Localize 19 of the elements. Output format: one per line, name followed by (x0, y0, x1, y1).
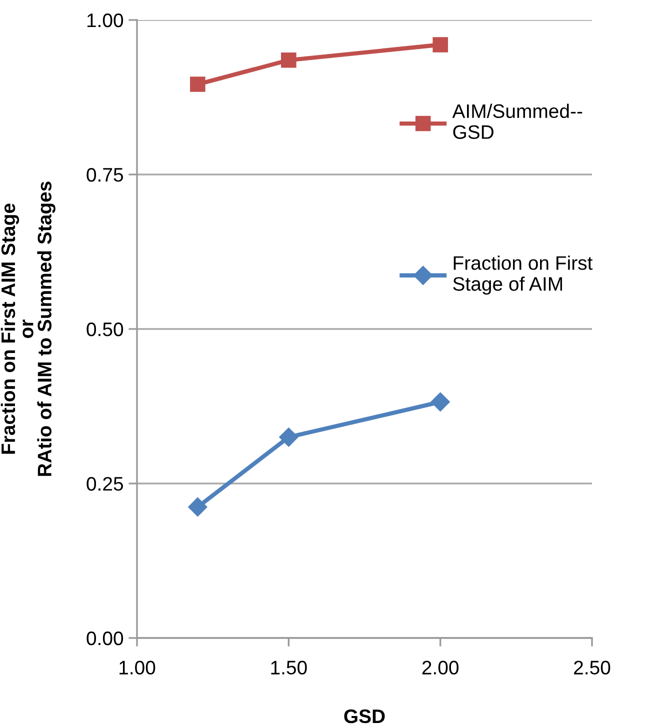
x-tick-label: 2.50 (574, 660, 610, 675)
y-tick-label: 0.00 (86, 631, 124, 646)
legend-label: Fraction on First Stage of AIM (453, 256, 593, 295)
x-tick-label: 1.00 (120, 660, 156, 675)
point (188, 497, 208, 517)
y-tick-label: 0.50 (86, 322, 124, 336)
y-tick-label: 0.75 (86, 168, 123, 182)
legend-label: AIM/Summed-- GSD (452, 104, 582, 139)
x-tick-label: 1.50 (271, 660, 307, 675)
point (432, 37, 448, 52)
y-tick-label: 0.25 (86, 476, 123, 491)
point (190, 76, 206, 92)
point (281, 52, 296, 68)
point (279, 428, 298, 447)
x-axis-title: GSD (344, 709, 385, 724)
y-axis-title: Fraction on First AIM Stage or RAtio of AIM to Summed Stages (0, 182, 56, 476)
point (430, 392, 450, 412)
y-tick-label: 1.00 (87, 13, 124, 28)
x-tick-label: 2.00 (422, 660, 458, 675)
